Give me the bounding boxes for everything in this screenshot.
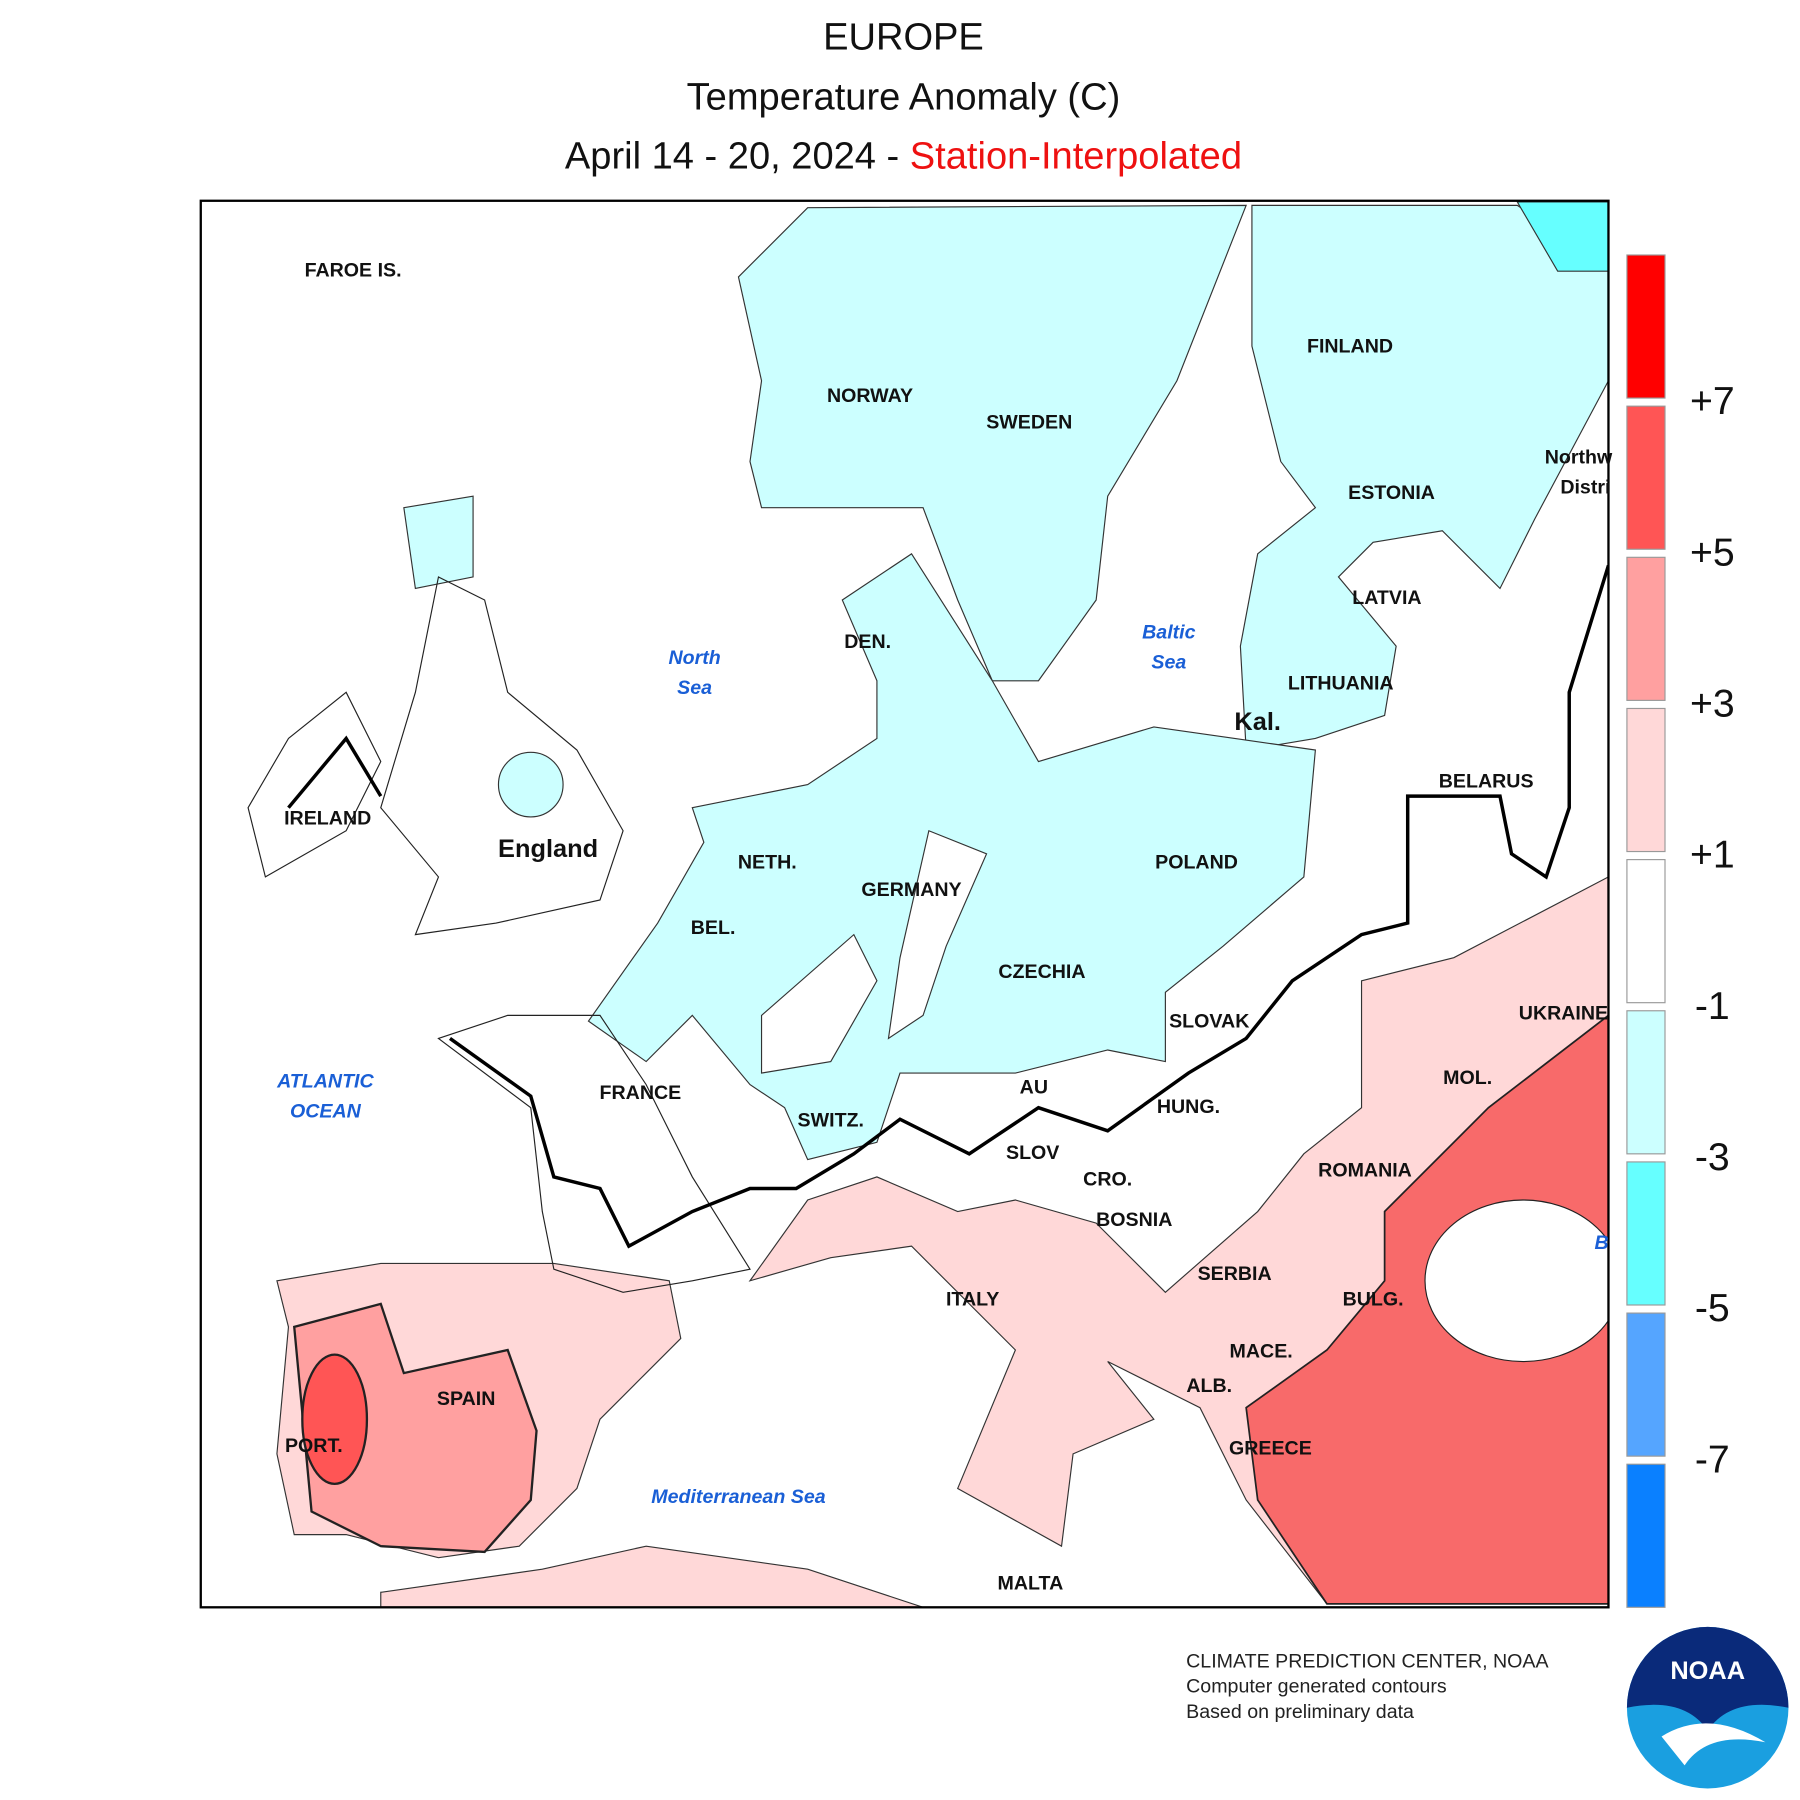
logo-bird [1661,1723,1766,1766]
warm-region [292,1302,538,1554]
place-label: CRO. [1083,1169,1132,1191]
dates: April 14 - 20, 2024 - [565,135,899,177]
place-label: IRELAND [284,807,371,829]
place-label: GERMANY [861,879,961,901]
legend-label: -5 [1695,1286,1730,1330]
map [200,200,1609,1608]
sea-label: OCEAN [290,1100,362,1122]
legend-label: +5 [1690,530,1735,574]
place-label: SERBIA [1198,1263,1272,1285]
place-label: SWEDEN [986,412,1072,434]
map-frame [199,199,1610,1609]
neutral-hole [887,829,988,1040]
place-label: AU [1020,1076,1048,1098]
footer: CLIMATE PREDICTION CENTER, NOAA Computer … [1186,1650,1549,1723]
place-label: LITHUANIA [1288,672,1394,694]
zero-contour [287,564,1609,1249]
footer-text: Computer generated contours [1186,1676,1447,1698]
legend-label: +1 [1690,833,1735,877]
legend-swatch [1626,1010,1666,1155]
place-label: SLOVAK [1169,1010,1249,1032]
black-sea [1424,1199,1609,1363]
legend-swatch [1626,707,1666,853]
place-label: POLAND [1155,851,1238,873]
labels: FAROE IS. NORWAY SWEDEN FINLAND Northw Distri… [276,259,1613,1594]
sea-label: ATLANTIC [276,1070,374,1092]
logo-text: NOAA [1670,1657,1745,1685]
warm-region-strong [1245,1014,1609,1605]
legend-swatch [1626,1161,1666,1306]
date-line: April 14 - 20, 2024 - Station-Interpolat… [565,135,1242,177]
place-label: BOSNIA [1096,1209,1172,1231]
coastline [247,576,624,936]
place-label: PORT. [285,1435,343,1457]
sea-label: North [668,647,720,669]
subtitle: Temperature Anomaly (C) [687,77,1121,119]
place-label: SLOV [1006,1142,1059,1164]
place-label: UKRAINE [1519,1002,1608,1024]
logo-top [1626,1626,1789,1731]
place-label: NORWAY [827,385,913,407]
place-label: GREECE [1229,1437,1312,1459]
place-label: LATVIA [1352,587,1421,609]
place-label: Northw [1545,446,1613,468]
place-label: MOL. [1443,1067,1492,1089]
cold-region [497,751,564,818]
neutral-hole [760,933,878,1074]
legend-swatch [1626,556,1666,701]
warm-region-strong [301,1353,369,1485]
place-label: ITALY [946,1289,999,1311]
place-label: FAROE IS. [305,259,402,281]
warm-region [380,1545,924,1608]
sea-label: B [1594,1232,1608,1254]
place-label: ROMANIA [1318,1159,1412,1181]
sea-label: Sea [677,677,712,699]
sea-label: Sea [1151,652,1186,674]
sea-label: Mediterranean Sea [651,1486,825,1508]
method: Station-Interpolated [910,135,1242,177]
place-label: FINLAND [1307,335,1393,357]
sea-label: Baltic [1142,622,1195,644]
place-label: ALB. [1186,1375,1232,1397]
place-label: ESTONIA [1348,482,1435,504]
place-label: HUNG. [1157,1096,1220,1118]
legend-label: -7 [1695,1437,1730,1481]
place-label: NETH. [738,851,797,873]
place-label: SPAIN [437,1388,495,1410]
legend-label: +7 [1690,379,1735,423]
legend-label: +3 [1690,682,1735,726]
place-label: England [498,835,598,863]
place-label: BEL. [691,917,736,939]
footer-text: CLIMATE PREDICTION CENTER, NOAA [1186,1650,1549,1672]
legend-swatch [1626,405,1666,550]
place-label: DEN. [844,631,891,653]
footer-text: Based on preliminary data [1186,1701,1414,1723]
legend-swatch [1626,254,1666,399]
place-label: CZECHIA [998,961,1085,983]
legend-swatch [1626,859,1666,1004]
place-label: BULG. [1343,1289,1404,1311]
place-label: Kal. [1234,708,1281,736]
place-label: SWITZ. [798,1110,864,1132]
legend: +7 +5 +3 +1 -1 -3 -5 -7 [1626,254,1735,1608]
title: EUROPE [823,17,984,59]
coastline [437,1014,751,1293]
place-label: FRANCE [600,1082,682,1104]
noaa-logo: NOAA [1626,1626,1789,1789]
legend-swatch [1626,1312,1666,1457]
place-label: Distri [1560,476,1610,498]
place-label: MALTA [998,1572,1064,1594]
legend-label: -3 [1695,1135,1730,1179]
legend-swatch [1626,1463,1666,1608]
cold-region [403,495,474,590]
place-label: BELARUS [1439,770,1534,792]
legend-label: -1 [1695,984,1730,1028]
cold-region [1239,204,1609,751]
place-label: MACE. [1230,1340,1293,1362]
